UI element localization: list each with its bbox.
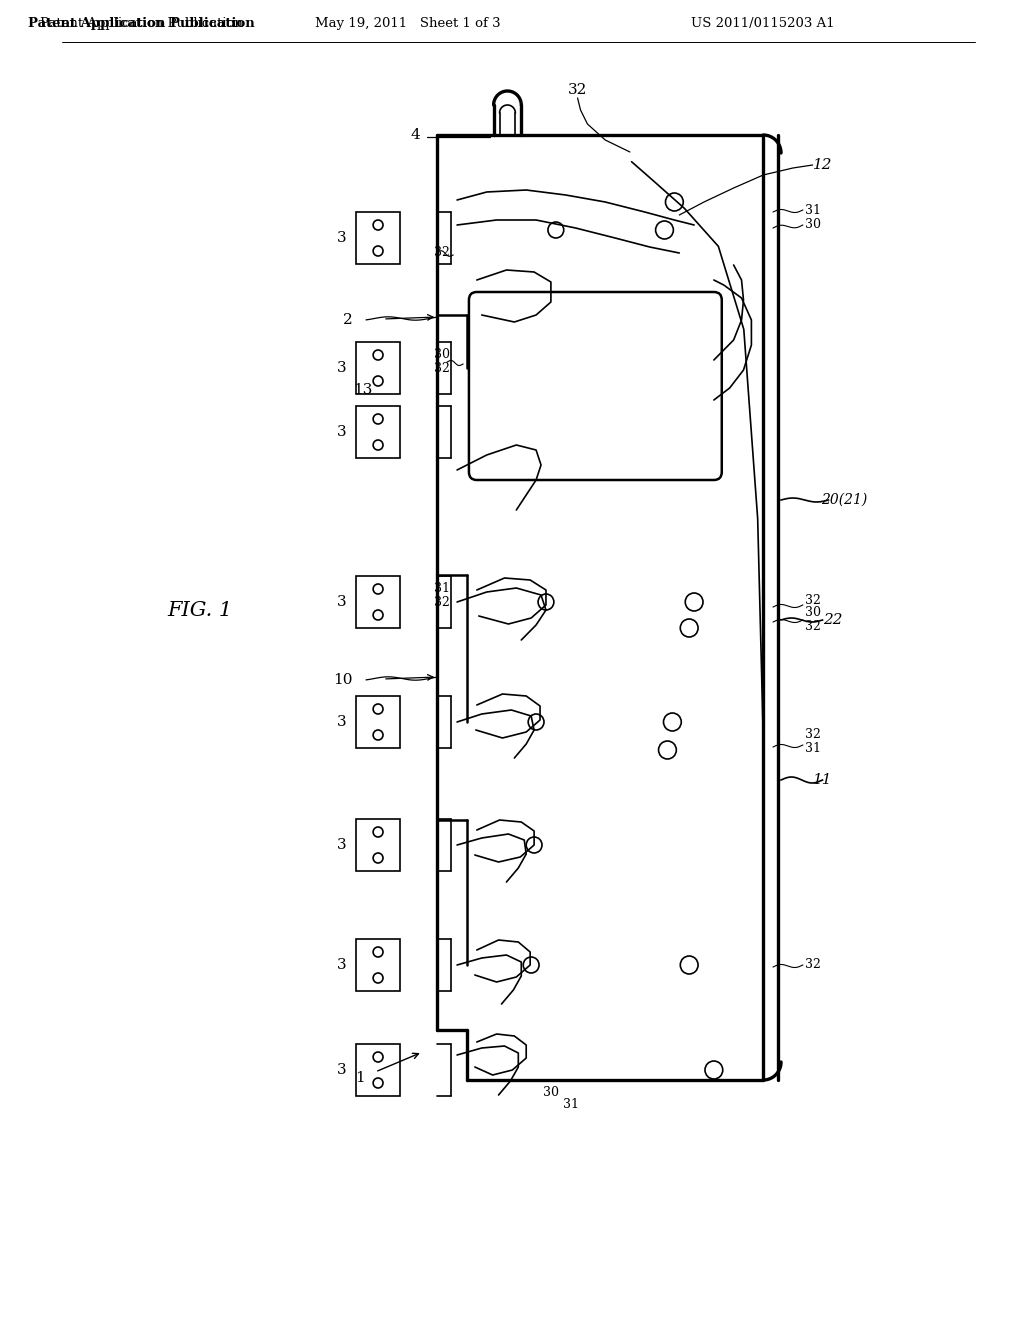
Text: 2: 2 — [343, 313, 352, 327]
Text: 10: 10 — [333, 673, 352, 686]
Text: 32: 32 — [568, 83, 587, 96]
Text: 3: 3 — [337, 231, 346, 246]
Text: 12: 12 — [813, 158, 833, 172]
Bar — [356, 696, 399, 748]
Text: 32: 32 — [434, 246, 451, 259]
Bar — [356, 818, 399, 871]
Text: FIG. 1: FIG. 1 — [168, 601, 232, 619]
Bar — [356, 407, 399, 458]
Text: 30: 30 — [543, 1085, 559, 1098]
Text: 32: 32 — [805, 594, 820, 606]
Text: 32: 32 — [805, 727, 820, 741]
Bar — [356, 342, 399, 393]
Text: 11: 11 — [813, 774, 833, 787]
Text: 3: 3 — [337, 838, 346, 851]
Text: 30: 30 — [805, 606, 821, 619]
Text: 31: 31 — [805, 203, 821, 216]
Text: Patent Application Publication: Patent Application Publication — [40, 16, 243, 29]
Text: 31: 31 — [434, 582, 451, 594]
Text: May 19, 2011   Sheet 1 of 3: May 19, 2011 Sheet 1 of 3 — [315, 16, 501, 29]
Text: 31: 31 — [562, 1098, 579, 1111]
Text: 32: 32 — [805, 620, 820, 634]
Text: US 2011/0115203 A1: US 2011/0115203 A1 — [691, 16, 835, 29]
Text: 3: 3 — [337, 715, 346, 729]
Text: 4: 4 — [411, 128, 421, 143]
Text: 22: 22 — [822, 612, 842, 627]
Text: 20(21): 20(21) — [821, 492, 867, 507]
FancyBboxPatch shape — [469, 292, 722, 480]
Text: 32: 32 — [434, 362, 451, 375]
Text: 30: 30 — [434, 348, 451, 362]
Text: 32: 32 — [805, 958, 820, 972]
Text: 32: 32 — [434, 595, 451, 609]
Bar — [356, 939, 399, 991]
Text: Patent Application Publication: Patent Application Publication — [28, 16, 254, 29]
Bar — [356, 1044, 399, 1096]
Bar — [356, 213, 399, 264]
Text: 3: 3 — [337, 595, 346, 609]
Text: 31: 31 — [805, 742, 821, 755]
Text: 3: 3 — [337, 958, 346, 972]
Text: 13: 13 — [353, 383, 373, 397]
Text: 30: 30 — [805, 219, 821, 231]
Text: 1: 1 — [355, 1071, 366, 1085]
Text: 3: 3 — [337, 425, 346, 440]
Bar — [356, 576, 399, 628]
Text: 3: 3 — [337, 360, 346, 375]
Text: 3: 3 — [337, 1063, 346, 1077]
